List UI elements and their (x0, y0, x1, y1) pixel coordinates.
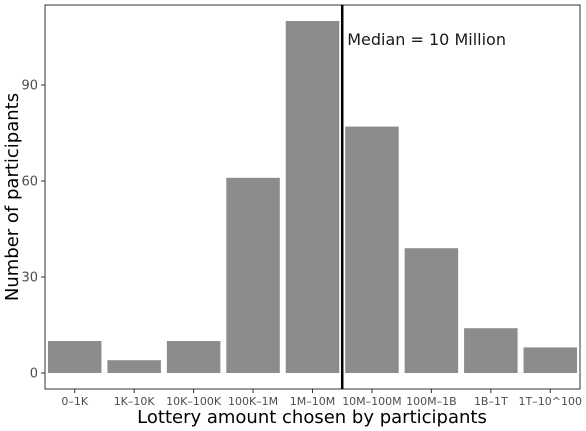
bar-5 (345, 126, 399, 373)
x-tick-label-6: 100M–1B (406, 395, 457, 408)
x-tick-label-0: 0–1K (61, 395, 88, 408)
x-tick-label-7: 1B–1T (474, 395, 508, 408)
bar-1 (107, 360, 161, 373)
x-tick-label-1: 1K–10K (114, 395, 156, 408)
y-axis-ticks: 0 30 60 90 (21, 79, 45, 382)
bar-3 (226, 177, 280, 373)
x-tick-label-5: 10M–100M (342, 395, 401, 408)
bar-8 (523, 347, 578, 373)
x-tick-label-2: 10K–100K (166, 395, 222, 408)
x-axis-title: Lottery amount chosen by participants (137, 407, 487, 428)
y-tick-label-1: 30 (21, 271, 38, 286)
bar-2 (166, 341, 221, 373)
x-axis-ticks: 0–1K 1K–10K 10K–100K 100K–1M 1M–10M 10M–100M 1… (61, 389, 582, 408)
y-axis-title: Number of participants (2, 93, 23, 301)
x-tick-label-8: 1T–10^100 (519, 395, 582, 408)
bars-group (47, 21, 578, 373)
x-tick-label-4: 1M–10M (290, 395, 335, 408)
bar-0 (47, 341, 102, 373)
x-tick-label-3: 100K–1M (228, 395, 278, 408)
y-tick-label-2: 60 (21, 175, 38, 190)
bar-7 (464, 328, 518, 373)
bar-4 (285, 21, 340, 373)
y-tick-label-3: 90 (21, 79, 38, 94)
median-annotation: Median = 10 Million (347, 30, 506, 49)
bar-6 (404, 248, 459, 373)
y-tick-label-0: 0 (30, 367, 38, 382)
